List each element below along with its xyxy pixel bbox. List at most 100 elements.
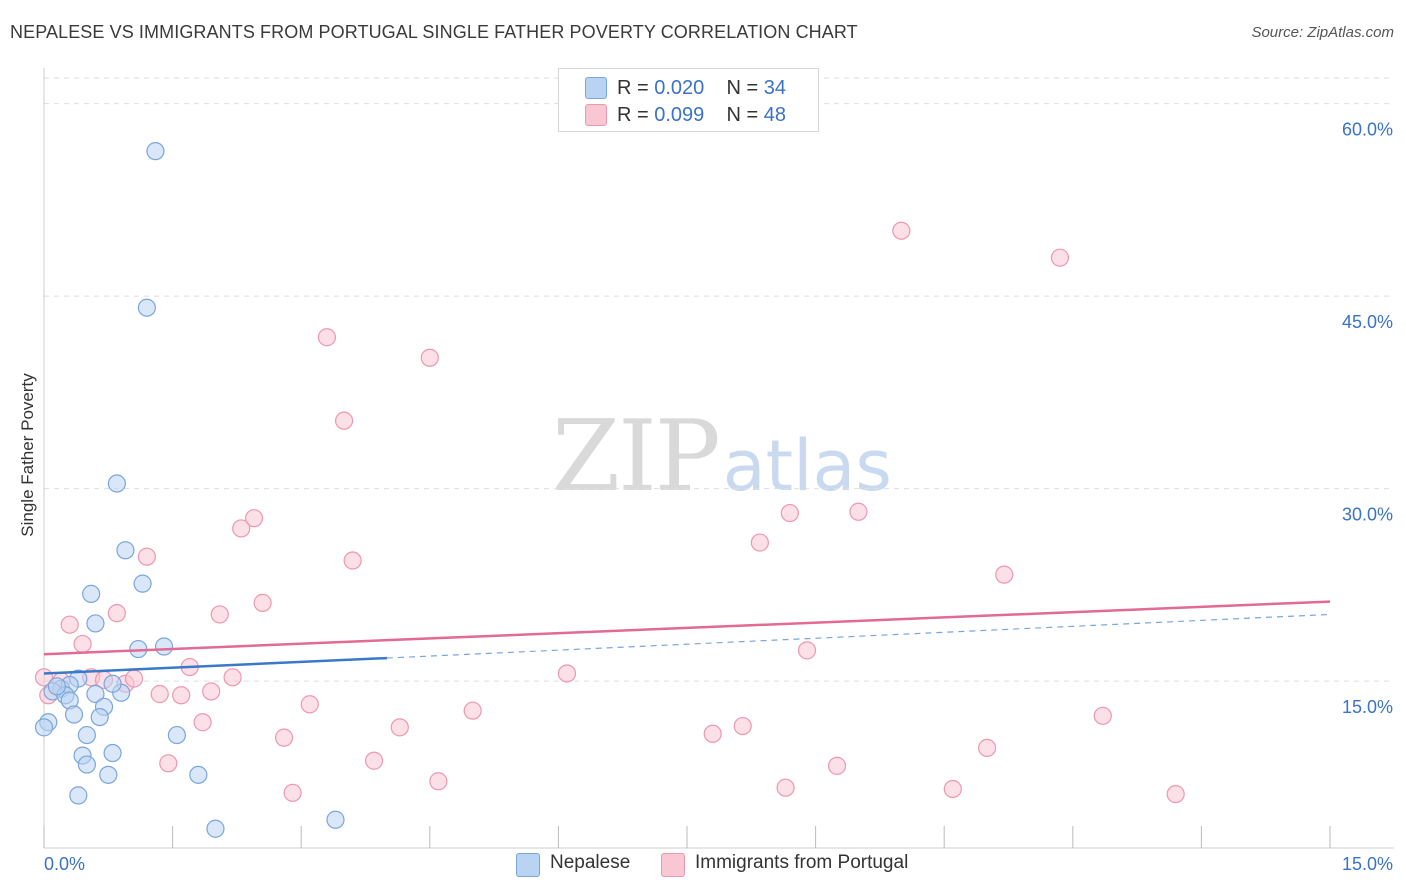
bottom-legend-swatch-portugal (661, 853, 685, 877)
portugal-point (995, 565, 1014, 584)
portugal-point (317, 328, 337, 347)
nepalese-trend-extension (386, 613, 1331, 659)
portugal-point (300, 695, 319, 714)
portugal-point (429, 772, 448, 791)
portugal-point (334, 411, 354, 430)
portugal-point (137, 547, 156, 566)
nepalese-point (103, 743, 122, 763)
legend-r-label: R = (617, 77, 655, 99)
portugal-point (943, 779, 962, 799)
nepalese-trend-line (43, 656, 387, 675)
portugal-point (73, 634, 92, 654)
legend-text-nepalese: R = 0.020 N = 34 (617, 77, 786, 100)
chart-title: NEPALESE VS IMMIGRANTS FROM PORTUGAL SIN… (10, 22, 858, 42)
nepalese-point (69, 786, 88, 805)
portugal-point (703, 724, 722, 743)
legend-r-label: R = (617, 104, 655, 126)
portugal-point (390, 718, 409, 737)
legend-r-value: 0.099 (654, 104, 705, 126)
nepalese-point (90, 707, 109, 727)
nepalese-point (77, 755, 96, 774)
portugal-point (463, 701, 482, 720)
nepalese-point (47, 677, 66, 696)
correlation-legend: R = 0.020 N = 34 R = 0.099 N = 48 (558, 68, 819, 132)
bottom-legend-label-portugal: Immigrants from Portugal (695, 852, 909, 873)
portugal-point (849, 502, 868, 521)
nepalese-point (189, 765, 208, 784)
portugal-point (244, 509, 264, 528)
nepalese-point (103, 674, 122, 693)
nepalese-point (107, 474, 126, 493)
legend-swatch-nepalese (585, 77, 607, 99)
portugal-point (150, 684, 169, 704)
legend-swatch-portugal (585, 104, 607, 126)
portugal-point (232, 519, 251, 538)
tick-labels: 15.0% 30.0% 45.0% 60.0% 0.0% 15.0% (44, 120, 1393, 874)
y-tick-label: 45.0% (1342, 312, 1393, 332)
legend-n-label: N = (726, 104, 764, 126)
legend-n-value: 34 (763, 77, 787, 99)
portugal-trend-line (43, 600, 1331, 656)
portugal-point (172, 686, 191, 705)
portugal-point (1093, 706, 1112, 725)
y-tick-label: 30.0% (1342, 505, 1393, 525)
portugal-point (827, 756, 847, 775)
portugal-points (34, 221, 1185, 804)
portugal-point (977, 738, 997, 758)
portugal-point (780, 503, 799, 523)
nepalese-point (133, 574, 152, 593)
nepalese-point (154, 637, 174, 656)
nepalese-point (77, 725, 96, 745)
nepalese-point (64, 705, 84, 724)
nepalese-point (86, 614, 105, 633)
nepalese-points (34, 142, 345, 838)
portugal-point (253, 593, 272, 612)
portugal-point (202, 682, 221, 701)
legend-text-portugal: R = 0.099 N = 48 (617, 104, 786, 127)
portugal-point (274, 728, 294, 747)
nepalese-point (167, 725, 186, 745)
portugal-point (1166, 784, 1185, 804)
portugal-point (223, 668, 242, 687)
portugal-point (283, 783, 302, 802)
y-axis-label: Single Father Poverty (18, 373, 37, 537)
legend-n-label: N = (726, 77, 764, 99)
portugal-point (1050, 248, 1070, 267)
portugal-point (797, 641, 817, 660)
nepalese-point (206, 819, 225, 838)
nepalese-point (146, 142, 165, 161)
grid-lines (44, 77, 1394, 682)
x-tick-label: 0.0% (44, 854, 85, 874)
trend-lines (43, 600, 1331, 675)
nepalese-point (99, 765, 118, 784)
nepalese-point (82, 584, 101, 604)
y-tick-label: 60.0% (1342, 120, 1393, 140)
portugal-point (557, 664, 577, 683)
portugal-point (776, 778, 795, 797)
portugal-point (420, 348, 439, 367)
portugal-point (193, 713, 212, 732)
portugal-point (107, 604, 126, 623)
portugal-point (159, 754, 178, 773)
portugal-point (124, 669, 144, 688)
portugal-point (750, 533, 769, 552)
nepalese-point (86, 684, 105, 704)
bottom-legend-label-nepalese: Nepalese (550, 852, 631, 873)
portugal-point (364, 751, 384, 770)
portugal-point (210, 605, 229, 624)
nepalese-point (326, 810, 345, 829)
nepalese-point (116, 541, 135, 560)
portugal-point (733, 716, 752, 736)
source-label: Source: ZipAtlas.com (1251, 24, 1394, 41)
bottom-legend-swatch-nepalese (516, 853, 540, 877)
portugal-point (343, 551, 362, 570)
portugal-point (60, 615, 79, 634)
x-tick-label: 15.0% (1342, 854, 1393, 874)
portugal-point (892, 221, 911, 240)
nepalese-point (34, 718, 54, 737)
legend-n-value: 48 (763, 104, 787, 126)
nepalese-point (137, 298, 156, 317)
y-tick-label: 15.0% (1342, 697, 1393, 717)
legend-r-value: 0.020 (654, 77, 705, 99)
